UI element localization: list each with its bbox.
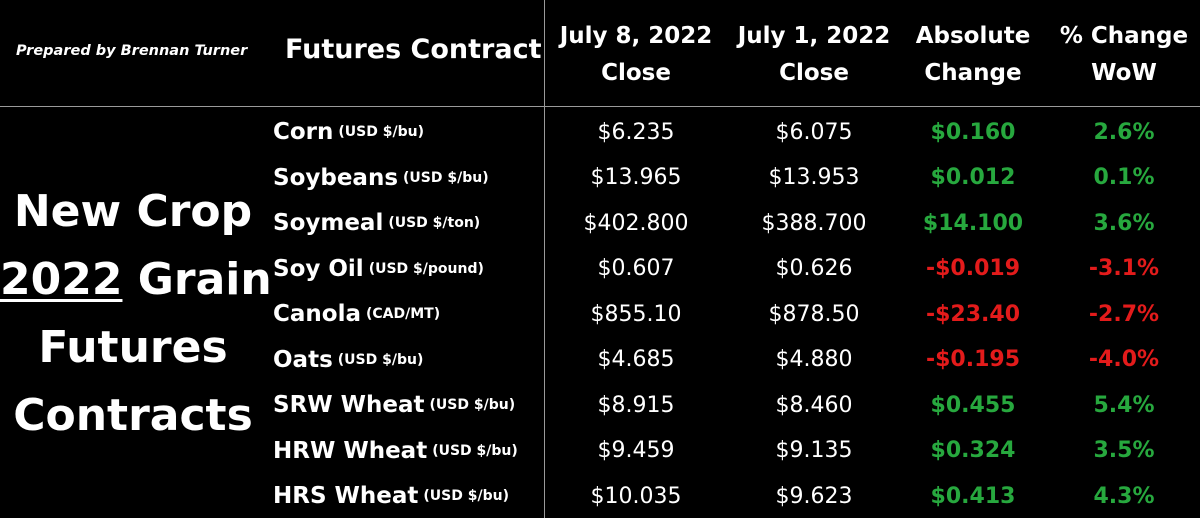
absolute-change: $0.160 xyxy=(930,119,1016,145)
contract-label: SRW Wheat xyxy=(273,392,425,418)
contract-unit: (CAD/MT) xyxy=(365,306,441,322)
contract-unit: (USD $/pound) xyxy=(368,260,484,277)
title-line-1: New Crop xyxy=(13,186,253,237)
contract-name: Soymeal (USD $/ton) xyxy=(273,201,543,245)
absolute-change: $0.455 xyxy=(930,392,1016,418)
column-divider xyxy=(544,0,545,518)
table-row: Soymeal (USD $/ton) $402.800 $388.700 $14.10… xyxy=(0,201,1200,245)
close-july8: $10.035 xyxy=(590,483,682,509)
contract-name: Oats (USD $/bu) xyxy=(273,338,543,382)
contract-label: HRW Wheat xyxy=(273,437,428,464)
close-july8: $402.800 xyxy=(583,210,689,236)
close-july1: $9.623 xyxy=(775,483,853,509)
column-header-percent-change: % Change WoW xyxy=(1059,23,1189,86)
table-row: Soybeans (USD $/bu) $13.965 $13.953 $0.012 0.… xyxy=(0,156,1200,200)
absolute-change: $14.100 xyxy=(922,210,1024,236)
percent-change: 5.4% xyxy=(1093,392,1155,418)
contract-label: Oats xyxy=(273,346,333,373)
percent-change: -3.1% xyxy=(1088,256,1160,281)
contract-name: HRW Wheat (USD $/bu) xyxy=(273,429,543,473)
close-july1: $4.880 xyxy=(775,347,853,372)
close-july8: $855.10 xyxy=(590,301,682,327)
contract-label: Soymeal xyxy=(273,210,384,236)
contract-unit: (USD $/bu) xyxy=(338,124,424,140)
contract-label: HRS Wheat xyxy=(273,483,419,509)
column-header-july8: July 8, 2022 Close xyxy=(559,23,713,86)
contract-unit: (USD $/bu) xyxy=(432,442,518,459)
percent-change: -4.0% xyxy=(1088,347,1160,372)
table-row: Canola (CAD/MT) $855.10 $878.50 -$23.40 -2.7% xyxy=(0,292,1200,336)
contract-name: HRS Wheat (USD $/bu) xyxy=(273,474,543,518)
table-row: Corn (USD $/bu) $6.235 $6.075 $0.160 2.6% xyxy=(0,110,1200,154)
close-july1: $13.953 xyxy=(768,165,860,190)
title-line-4: Contracts xyxy=(13,390,253,441)
title-line-2: 2022 Grain xyxy=(0,254,272,305)
absolute-change: -$23.40 xyxy=(925,301,1021,327)
contract-name: Soybeans (USD $/bu) xyxy=(273,156,543,200)
column-header-july1: July 1, 2022 Close xyxy=(737,23,891,86)
close-july8: $4.685 xyxy=(597,347,675,372)
absolute-change: $0.324 xyxy=(930,438,1016,463)
table-row: HRW Wheat (USD $/bu) $9.459 $9.135 $0.324 3.5… xyxy=(0,429,1200,473)
percent-change: 0.1% xyxy=(1093,165,1155,190)
table-row: SRW Wheat (USD $/bu) $8.915 $8.460 $0.455 5.4… xyxy=(0,383,1200,427)
absolute-change: $0.413 xyxy=(930,483,1016,509)
close-july8: $9.459 xyxy=(597,438,675,463)
percent-change: 3.6% xyxy=(1093,210,1155,236)
table-row: Oats (USD $/bu) $4.685 $4.880 -$0.195 -4.0% xyxy=(0,338,1200,382)
close-july1: $9.135 xyxy=(775,438,853,463)
absolute-change: -$0.195 xyxy=(925,347,1021,372)
contract-unit: (USD $/ton) xyxy=(388,215,481,231)
table-row: HRS Wheat (USD $/bu) $10.035 $9.623 $0.413 4.… xyxy=(0,474,1200,518)
close-july1: $8.460 xyxy=(775,392,853,418)
close-july8: $13.965 xyxy=(590,165,682,190)
table-row: Soy Oil (USD $/pound) $0.607 $0.626 -$0.019 -… xyxy=(0,247,1200,291)
header-divider xyxy=(0,106,1200,107)
contract-label: Canola xyxy=(273,301,361,327)
percent-change: 4.3% xyxy=(1093,483,1155,509)
close-july1: $6.075 xyxy=(775,119,853,145)
contract-label: Corn xyxy=(273,119,334,145)
contract-name: Soy Oil (USD $/pound) xyxy=(273,247,543,291)
page-title: New Crop 2022 Grain Futures Contracts xyxy=(0,178,272,450)
contract-unit: (USD $/bu) xyxy=(429,397,516,413)
close-july8: $8.915 xyxy=(597,392,675,418)
contract-unit: (USD $/bu) xyxy=(337,351,424,368)
close-july1: $878.50 xyxy=(768,301,860,327)
futures-contract-header: Futures Contract xyxy=(285,34,542,65)
contract-name: Canola (CAD/MT) xyxy=(273,292,543,336)
prepared-by-credit: Prepared by Brennan Turner xyxy=(16,43,248,59)
contract-label: Soybeans xyxy=(273,164,399,191)
percent-change: 2.6% xyxy=(1093,119,1155,145)
percent-change: -2.7% xyxy=(1088,301,1160,327)
close-july1: $0.626 xyxy=(775,256,853,281)
absolute-change: -$0.019 xyxy=(925,256,1021,281)
close-july1: $388.700 xyxy=(761,210,867,236)
title-year: 2022 xyxy=(0,254,123,305)
title-line-3: Futures xyxy=(38,322,228,373)
percent-change: 3.5% xyxy=(1093,438,1155,463)
contract-label: Soy Oil xyxy=(273,255,364,282)
close-july8: $0.607 xyxy=(597,256,675,281)
contract-unit: (USD $/bu) xyxy=(403,169,489,186)
absolute-change: $0.012 xyxy=(930,165,1016,190)
contract-unit: (USD $/bu) xyxy=(423,488,509,504)
close-july8: $6.235 xyxy=(597,119,675,145)
column-header-absolute-change: Absolute Change xyxy=(915,23,1031,86)
contract-name: SRW Wheat (USD $/bu) xyxy=(273,383,543,427)
contract-name: Corn (USD $/bu) xyxy=(273,110,543,154)
